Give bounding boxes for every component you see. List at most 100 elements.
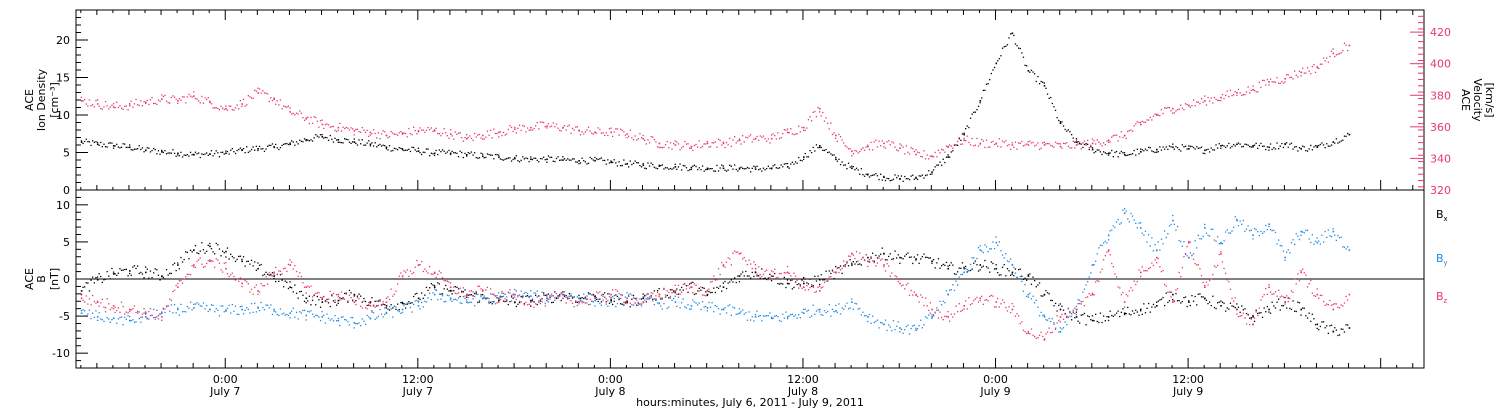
by-point xyxy=(133,321,136,323)
density-point xyxy=(742,167,744,169)
by-point xyxy=(594,305,596,307)
bx-sample xyxy=(193,249,195,251)
density-point xyxy=(239,147,241,149)
density-point xyxy=(1141,149,1143,151)
bx-sample xyxy=(642,297,645,300)
bz-point xyxy=(299,272,301,274)
by-point xyxy=(573,296,575,298)
density-point xyxy=(502,159,505,161)
bz-point xyxy=(477,285,479,287)
density-point xyxy=(506,158,508,160)
bx-point xyxy=(440,293,442,295)
velocity-point xyxy=(1165,107,1167,109)
velocity-point xyxy=(1059,143,1061,145)
velocity-point xyxy=(92,104,94,106)
velocity-point xyxy=(477,134,479,136)
bz-point xyxy=(151,314,153,317)
bx-point xyxy=(1013,275,1015,277)
bx-point xyxy=(969,269,972,272)
velocity-point xyxy=(303,119,306,121)
velocity-point xyxy=(1095,143,1097,145)
velocity-point xyxy=(137,104,139,106)
velocity-point xyxy=(886,141,888,143)
velocity-point xyxy=(422,129,424,131)
velocity-point xyxy=(178,98,180,100)
density-point xyxy=(453,152,455,154)
bz-point xyxy=(815,290,818,293)
by-point xyxy=(700,308,702,311)
bx-sample xyxy=(1204,297,1206,300)
by-point xyxy=(1290,242,1293,244)
bx-point xyxy=(114,273,116,275)
density-point xyxy=(1247,144,1249,146)
velocity-point xyxy=(639,133,641,135)
velocity-point xyxy=(1303,72,1305,74)
by-point xyxy=(425,301,428,303)
velocity-point xyxy=(894,146,896,148)
bz-point xyxy=(1003,301,1005,304)
density-point xyxy=(421,153,423,156)
bz-point xyxy=(382,301,384,303)
by-point xyxy=(517,294,519,296)
bx-point xyxy=(1107,319,1110,322)
bz-point xyxy=(486,286,489,288)
bx-point xyxy=(228,258,230,260)
bx-point xyxy=(687,291,689,293)
density-sample xyxy=(738,167,741,170)
velocity-point xyxy=(653,138,655,141)
bx-point xyxy=(735,281,737,284)
bx-point xyxy=(1249,317,1251,319)
by-point xyxy=(814,313,816,315)
bz-point xyxy=(969,304,972,306)
density-point xyxy=(846,168,848,170)
by-point xyxy=(218,315,221,317)
velocity-point xyxy=(750,134,752,136)
bx-point xyxy=(1324,327,1326,329)
density-point xyxy=(758,169,760,171)
bx-point xyxy=(220,255,222,257)
by-point xyxy=(470,301,473,303)
by-point xyxy=(546,295,548,297)
bx-point xyxy=(226,247,229,249)
velocity-point xyxy=(762,135,765,137)
density-point xyxy=(498,154,500,156)
bx-point xyxy=(539,300,542,302)
density-point xyxy=(514,156,516,159)
density-point xyxy=(167,152,169,154)
velocity-point xyxy=(93,106,95,108)
bz-point xyxy=(719,273,721,276)
bx-point xyxy=(905,253,907,256)
bz-point xyxy=(679,293,681,295)
bz-point xyxy=(342,298,344,300)
velocity-point xyxy=(1119,136,1121,138)
bottom-panel-time-ticks xyxy=(80,358,1414,368)
density-point xyxy=(1093,152,1095,154)
by-point xyxy=(1297,235,1299,237)
by-point xyxy=(918,325,920,327)
bz-point xyxy=(1189,241,1191,243)
bx-point xyxy=(255,269,257,271)
velocity-sample xyxy=(546,125,548,127)
density-point xyxy=(112,147,115,149)
by-point xyxy=(376,317,378,319)
density-point xyxy=(974,111,976,113)
density-point xyxy=(880,173,882,175)
bx-point xyxy=(504,300,506,303)
density-point xyxy=(793,163,795,165)
density-point xyxy=(475,156,477,159)
velocity-point xyxy=(899,143,901,145)
density-point xyxy=(961,133,964,135)
by-point xyxy=(1239,220,1241,222)
velocity-sample xyxy=(883,142,885,145)
density-sample xyxy=(273,146,275,149)
bx-point xyxy=(881,247,883,249)
density-point xyxy=(416,150,418,153)
by-point xyxy=(1148,234,1150,236)
density-point xyxy=(579,162,582,164)
bz-point xyxy=(1005,306,1007,309)
bx-point xyxy=(626,300,628,302)
velocity-point xyxy=(565,129,567,131)
by-point xyxy=(387,308,389,311)
by-point xyxy=(326,313,328,315)
density-point xyxy=(546,161,548,163)
